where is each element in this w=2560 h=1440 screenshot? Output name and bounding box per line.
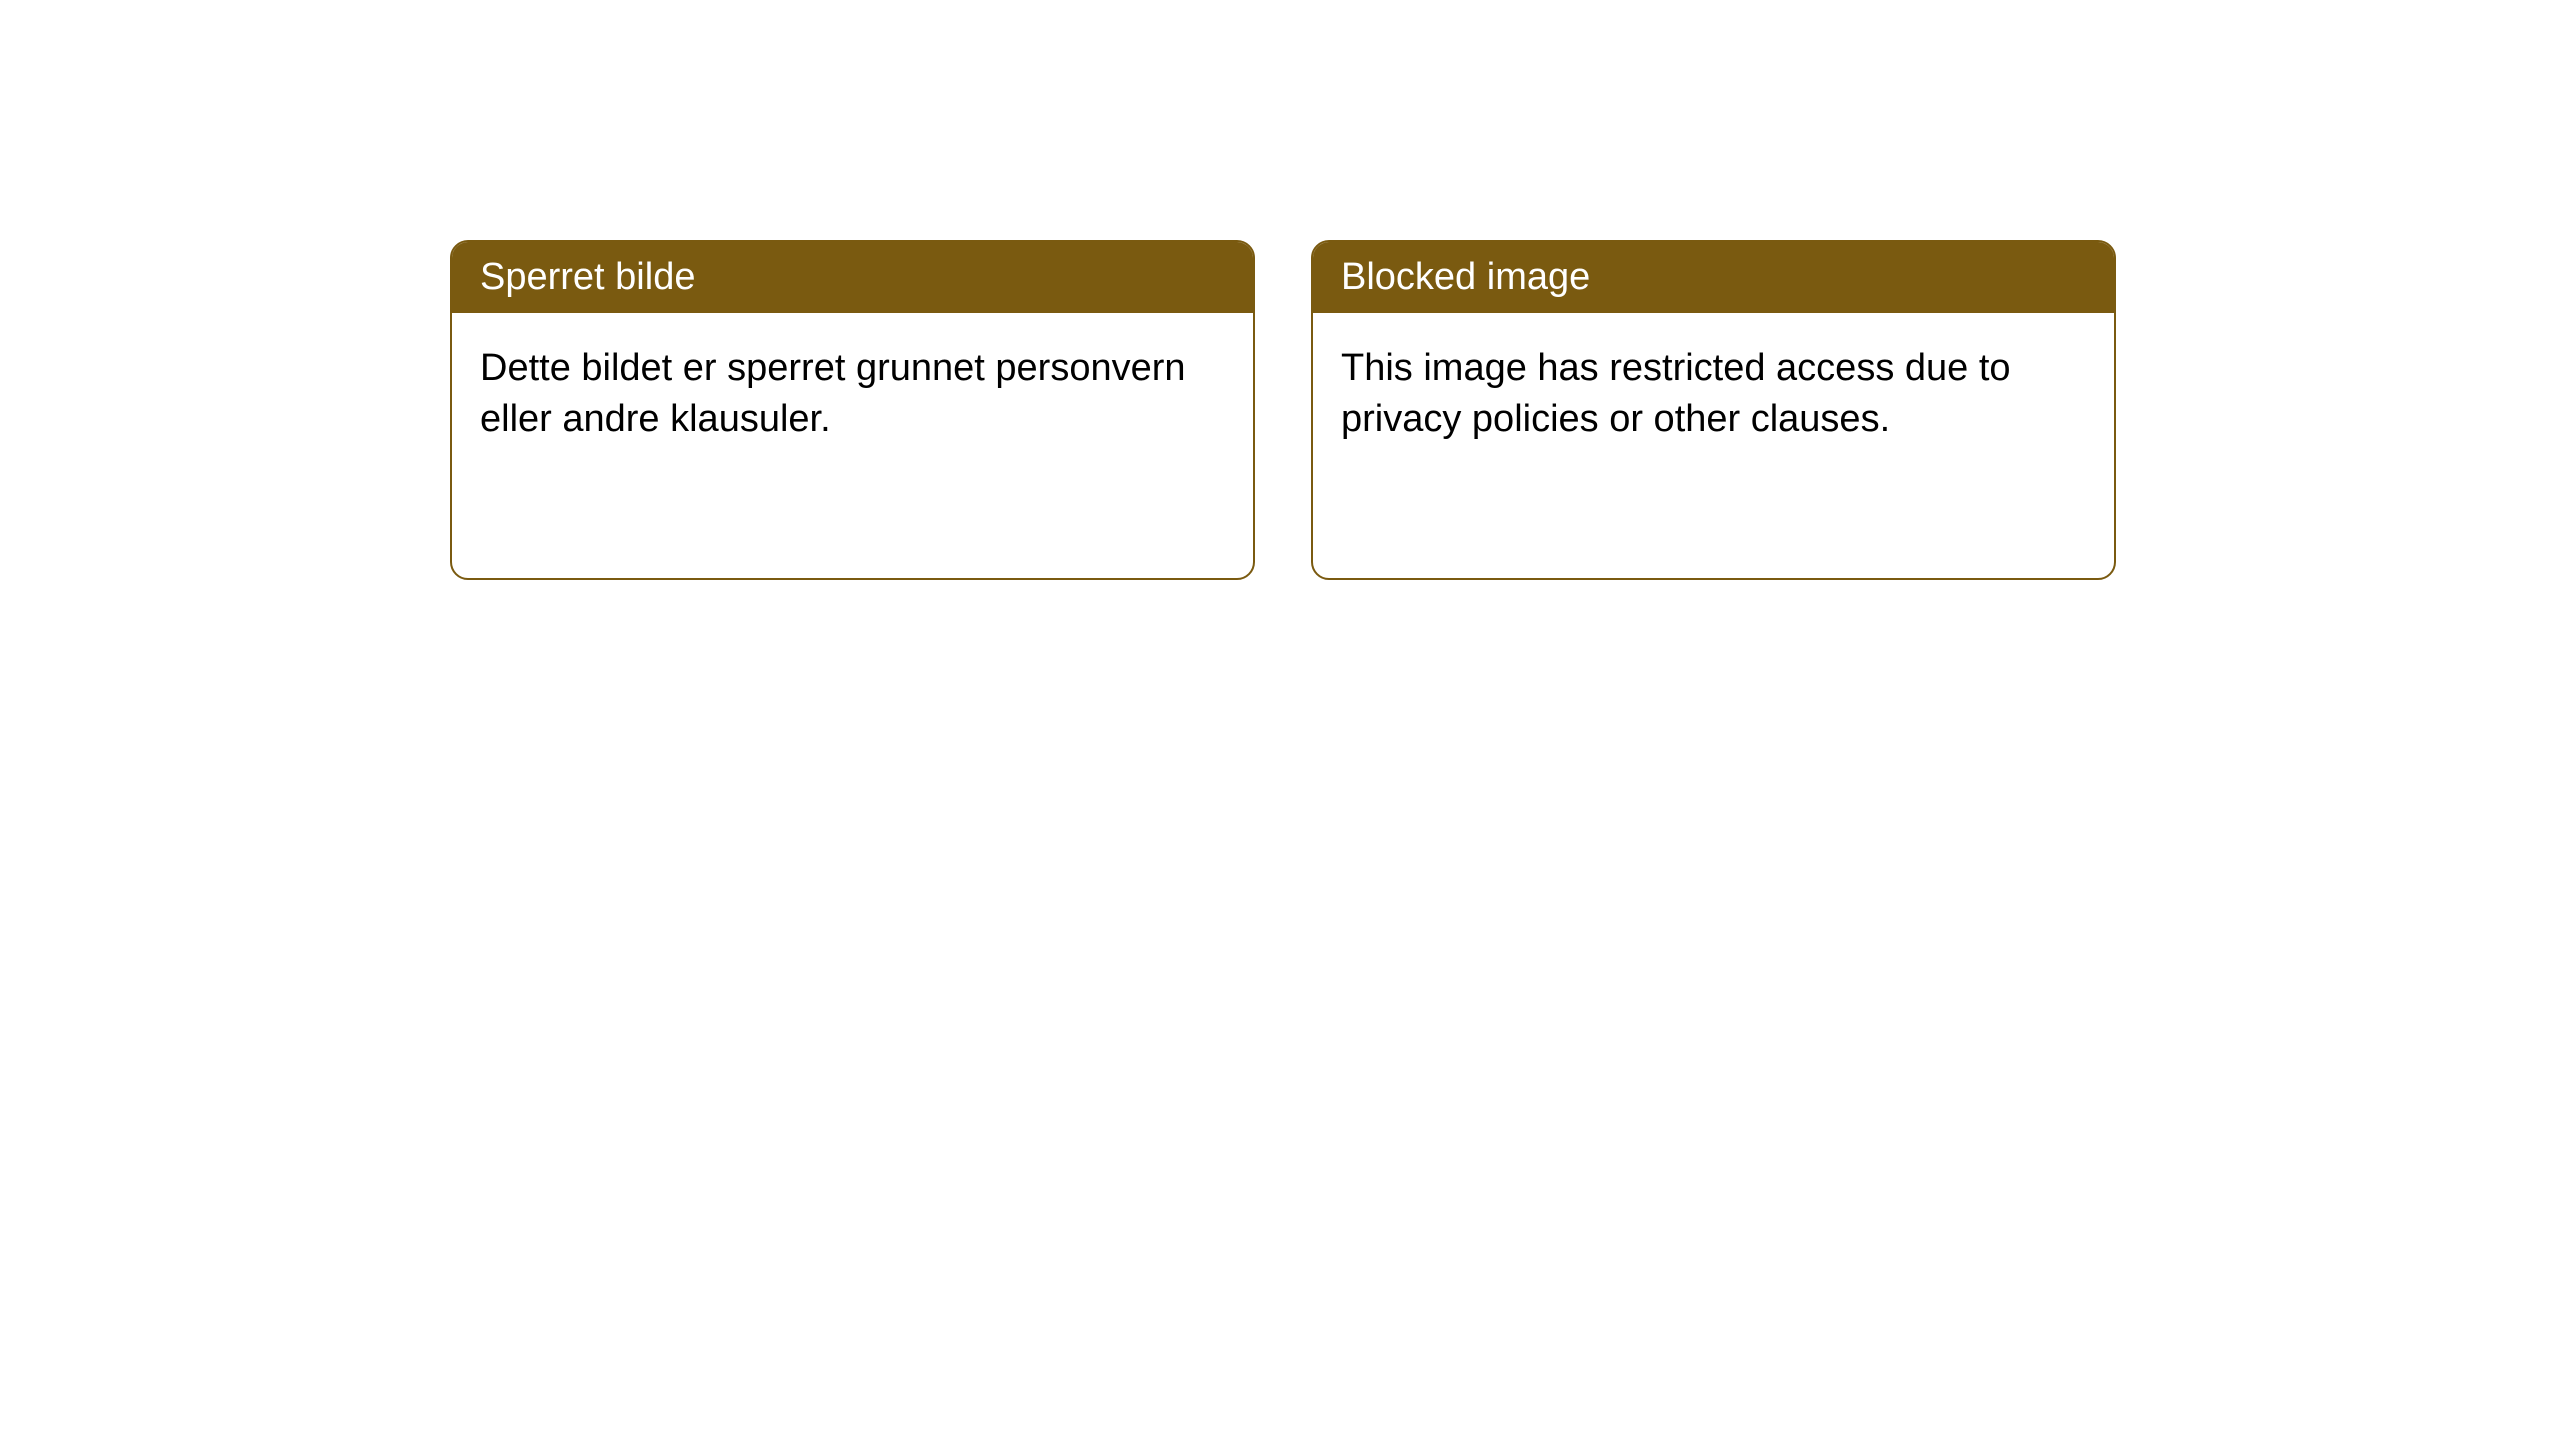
card-body: This image has restricted access due to … [1313,313,2114,476]
card-body-text: This image has restricted access due to … [1341,347,2011,440]
card-title: Blocked image [1341,256,1590,298]
card-header: Blocked image [1313,242,2114,313]
blocked-image-card-en: Blocked image This image has restricted … [1311,240,2116,580]
card-header: Sperret bilde [452,242,1253,313]
card-title: Sperret bilde [480,256,695,298]
card-body-text: Dette bildet er sperret grunnet personve… [480,347,1186,440]
card-body: Dette bildet er sperret grunnet personve… [452,313,1253,476]
blocked-image-card-no: Sperret bilde Dette bildet er sperret gr… [450,240,1255,580]
cards-container: Sperret bilde Dette bildet er sperret gr… [450,240,2560,580]
